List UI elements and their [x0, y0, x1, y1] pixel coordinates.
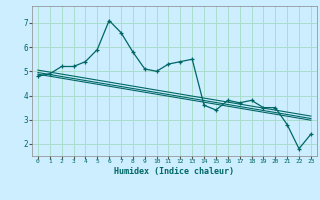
X-axis label: Humidex (Indice chaleur): Humidex (Indice chaleur)	[115, 167, 234, 176]
